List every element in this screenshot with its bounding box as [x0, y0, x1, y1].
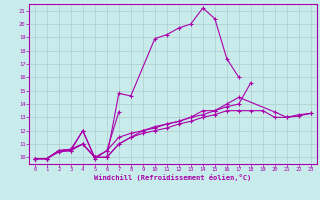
- X-axis label: Windchill (Refroidissement éolien,°C): Windchill (Refroidissement éolien,°C): [94, 174, 252, 181]
